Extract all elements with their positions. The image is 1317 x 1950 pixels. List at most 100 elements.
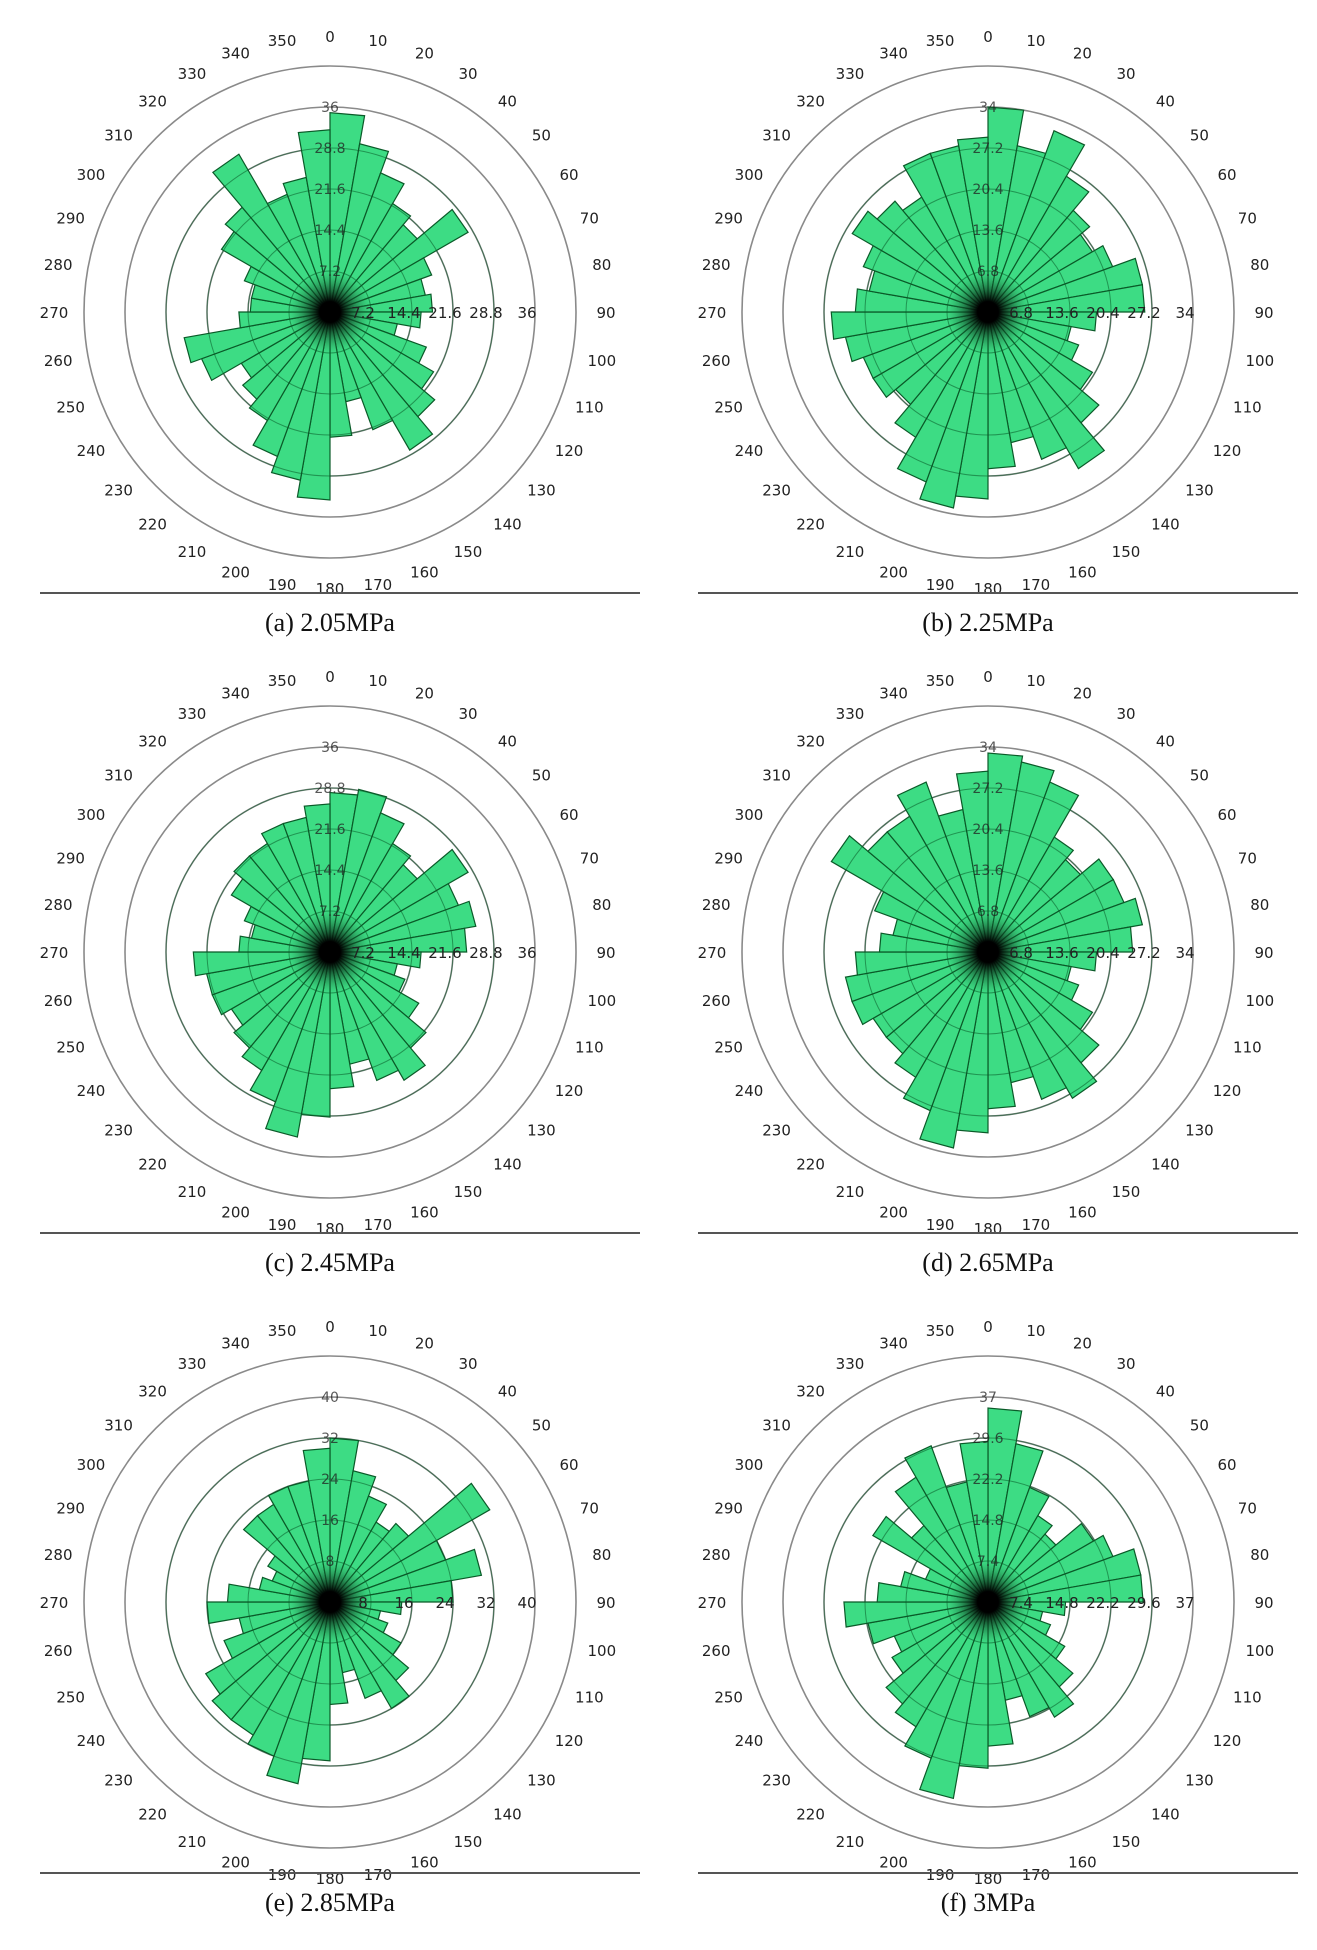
svg-text:310: 310: [762, 767, 791, 785]
svg-text:250: 250: [714, 1688, 743, 1706]
svg-text:190: 190: [268, 1216, 297, 1234]
svg-text:70: 70: [1238, 210, 1257, 228]
svg-text:20: 20: [415, 685, 434, 703]
svg-text:180: 180: [316, 580, 345, 598]
svg-text:60: 60: [1217, 1456, 1236, 1474]
svg-text:220: 220: [796, 1805, 825, 1823]
svg-text:160: 160: [1068, 1203, 1097, 1221]
svg-text:0: 0: [325, 28, 335, 46]
svg-text:130: 130: [1185, 1121, 1214, 1139]
svg-text:310: 310: [762, 127, 791, 145]
svg-text:130: 130: [527, 1771, 556, 1789]
svg-text:230: 230: [104, 481, 133, 499]
panel-caption: (d) 2.65MPa: [922, 1248, 1054, 1277]
svg-text:90: 90: [596, 304, 615, 322]
svg-text:13.6: 13.6: [972, 863, 1003, 879]
svg-text:50: 50: [1190, 767, 1209, 785]
svg-text:280: 280: [702, 896, 731, 914]
svg-text:180: 180: [974, 1870, 1003, 1888]
svg-text:30: 30: [458, 705, 477, 723]
svg-text:36: 36: [321, 740, 339, 756]
svg-text:330: 330: [178, 1355, 207, 1373]
svg-text:10: 10: [368, 1322, 387, 1340]
svg-text:220: 220: [138, 1805, 167, 1823]
svg-text:160: 160: [410, 1853, 439, 1871]
caption-rule: [698, 1872, 1298, 1874]
svg-text:150: 150: [1112, 543, 1141, 561]
svg-text:340: 340: [879, 685, 908, 703]
svg-text:280: 280: [702, 1546, 731, 1564]
svg-text:200: 200: [221, 1203, 250, 1221]
svg-text:10: 10: [1026, 1322, 1045, 1340]
svg-text:230: 230: [104, 1771, 133, 1789]
svg-text:28.8: 28.8: [469, 304, 502, 322]
rose-chart: 7.2 7.2 14.4 14.4 21.6 21.6 28.8 28.8 36 36 0 10 20 3…: [40, 668, 616, 1238]
svg-text:180: 180: [316, 1220, 345, 1238]
svg-text:120: 120: [555, 442, 584, 460]
svg-text:260: 260: [702, 992, 731, 1010]
svg-text:320: 320: [796, 733, 825, 751]
svg-text:340: 340: [221, 45, 250, 63]
svg-text:14.4: 14.4: [314, 223, 345, 239]
ring-labels: 7.2 7.2 14.4 14.4 21.6 21.6 28.8 28.8 36 36: [314, 740, 536, 962]
svg-text:230: 230: [762, 1771, 791, 1789]
svg-text:21.6: 21.6: [428, 304, 461, 322]
svg-text:290: 290: [56, 210, 85, 228]
svg-text:350: 350: [268, 32, 297, 50]
svg-text:110: 110: [575, 398, 604, 416]
svg-text:230: 230: [762, 481, 791, 499]
svg-text:20: 20: [1073, 45, 1092, 63]
svg-text:14.4: 14.4: [387, 944, 420, 962]
svg-text:210: 210: [178, 1183, 207, 1201]
svg-text:7.2: 7.2: [319, 904, 341, 920]
svg-text:310: 310: [104, 767, 133, 785]
center-hub: [946, 270, 1030, 354]
svg-text:240: 240: [77, 1082, 106, 1100]
svg-text:30: 30: [458, 65, 477, 83]
svg-text:90: 90: [596, 944, 615, 962]
svg-text:260: 260: [44, 1642, 73, 1660]
rose-panel-d: 6.8 6.8 13.6 13.6 20.4 20.4 27.2 27.2 34 34 0 10 20 3…: [668, 640, 1308, 1280]
svg-text:320: 320: [138, 733, 167, 751]
svg-text:80: 80: [592, 1546, 611, 1564]
svg-text:300: 300: [77, 166, 106, 184]
svg-text:150: 150: [454, 1183, 483, 1201]
svg-text:140: 140: [493, 1805, 522, 1823]
svg-text:100: 100: [587, 1642, 616, 1660]
svg-text:36: 36: [321, 100, 339, 116]
svg-text:34: 34: [979, 100, 997, 116]
svg-text:70: 70: [580, 210, 599, 228]
svg-text:200: 200: [221, 563, 250, 581]
svg-text:10: 10: [368, 32, 387, 50]
svg-text:34: 34: [1175, 304, 1194, 322]
svg-text:270: 270: [40, 944, 69, 962]
svg-text:340: 340: [221, 1335, 250, 1353]
svg-text:170: 170: [364, 576, 393, 594]
svg-text:170: 170: [364, 1216, 393, 1234]
svg-text:8: 8: [358, 1594, 368, 1612]
svg-text:330: 330: [836, 705, 865, 723]
svg-text:210: 210: [836, 1833, 865, 1851]
svg-text:190: 190: [268, 576, 297, 594]
svg-text:180: 180: [316, 1870, 345, 1888]
svg-text:28.8: 28.8: [314, 781, 345, 797]
svg-text:240: 240: [735, 1082, 764, 1100]
svg-text:170: 170: [1022, 576, 1051, 594]
svg-text:270: 270: [40, 1594, 69, 1612]
svg-text:350: 350: [268, 1322, 297, 1340]
svg-text:30: 30: [1116, 1355, 1135, 1373]
svg-text:230: 230: [104, 1121, 133, 1139]
rose-panel-e: 8 8 16 16 24 24 32 32 40 40 0 10 20 30 40 50 60 70 80 90 100…: [10, 1290, 650, 1930]
svg-text:220: 220: [138, 515, 167, 533]
svg-text:110: 110: [1233, 1688, 1262, 1706]
svg-text:130: 130: [1185, 481, 1214, 499]
svg-text:240: 240: [735, 1732, 764, 1750]
svg-text:270: 270: [698, 944, 727, 962]
svg-text:8: 8: [326, 1554, 335, 1570]
svg-text:27.2: 27.2: [972, 141, 1003, 157]
svg-text:80: 80: [592, 256, 611, 274]
svg-text:100: 100: [1245, 992, 1274, 1010]
svg-text:270: 270: [698, 1594, 727, 1612]
svg-text:110: 110: [575, 1038, 604, 1056]
